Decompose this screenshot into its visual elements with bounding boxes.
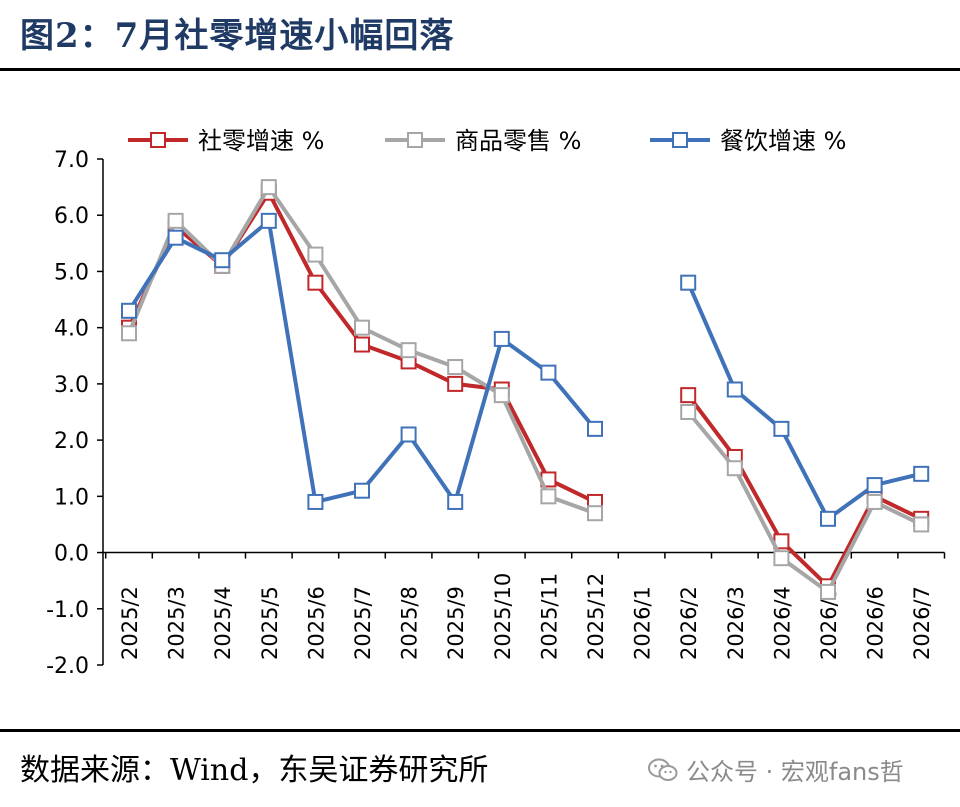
data-point bbox=[773, 550, 790, 567]
x-tick-label: 2026/4 bbox=[770, 586, 794, 660]
series-line bbox=[127, 218, 597, 504]
data-point bbox=[307, 493, 324, 510]
x-tick-label: 2025/11 bbox=[537, 573, 561, 660]
data-point bbox=[866, 493, 883, 510]
legend-label: 餐饮增速 % bbox=[720, 127, 846, 155]
data-point bbox=[400, 426, 417, 443]
wechat-icon bbox=[648, 758, 678, 781]
data-point bbox=[493, 330, 510, 347]
y-tick-label: -2.0 bbox=[46, 654, 89, 679]
data-point bbox=[354, 482, 370, 499]
data-point bbox=[913, 516, 930, 533]
x-tick-label: 2026/3 bbox=[724, 586, 748, 660]
data-point bbox=[866, 477, 883, 494]
y-tick-label: 4.0 bbox=[54, 317, 89, 342]
series-lines bbox=[121, 179, 930, 600]
data-point bbox=[587, 420, 603, 437]
y-tick-label: 1.0 bbox=[54, 485, 89, 510]
data-point bbox=[493, 387, 510, 404]
x-tick-label: 2025/8 bbox=[398, 586, 422, 660]
data-point bbox=[307, 246, 324, 263]
y-tick-label: 5.0 bbox=[54, 260, 89, 285]
y-tick-label: 3.0 bbox=[54, 373, 89, 398]
data-point bbox=[820, 583, 836, 600]
x-tick-label: 2026/2 bbox=[677, 586, 701, 660]
x-tick-label: 2025/2 bbox=[118, 586, 142, 660]
data-point bbox=[726, 381, 743, 398]
x-tick-label: 2025/9 bbox=[444, 586, 468, 660]
data-point bbox=[540, 488, 557, 505]
data-point bbox=[167, 212, 184, 229]
x-tick-label: 2026/7 bbox=[910, 586, 934, 660]
x-tick-label: 2025/3 bbox=[165, 586, 189, 660]
data-point bbox=[680, 274, 697, 291]
data-point bbox=[307, 274, 324, 291]
data-point bbox=[447, 493, 464, 510]
data-point bbox=[121, 325, 137, 342]
axes: 7.0 6.0 5.0 4.0 3.0 2.0 1.0 0.0 -1.0 -2.0 2025/2 20… bbox=[46, 148, 946, 679]
x-tick-label: 2025/7 bbox=[351, 586, 375, 660]
x-tick-label: 2025/5 bbox=[258, 586, 282, 660]
series-0 bbox=[121, 184, 930, 595]
x-tick-label: 2025/10 bbox=[491, 573, 515, 660]
top-rule bbox=[0, 68, 960, 71]
data-point bbox=[354, 319, 370, 336]
source-note: 数据来源：Wind，东吴证券研究所 bbox=[20, 753, 489, 788]
x-tick-label: 2026/1 bbox=[631, 586, 655, 660]
data-point bbox=[260, 179, 277, 196]
data-point bbox=[121, 302, 137, 319]
legend-label: 社零增速 % bbox=[198, 127, 324, 155]
data-point bbox=[167, 229, 184, 246]
chart-title: 图2：7月社零增速小幅回落 bbox=[20, 16, 455, 56]
x-tick-label: 2025/12 bbox=[584, 573, 608, 660]
y-tick-label: 6.0 bbox=[54, 204, 89, 229]
legend-swatch-marker bbox=[150, 132, 166, 148]
x-tick-label: 2026/6 bbox=[864, 586, 888, 660]
series-2 bbox=[121, 212, 930, 527]
data-point bbox=[820, 510, 836, 527]
legend-swatch-marker bbox=[407, 132, 423, 148]
data-point bbox=[400, 342, 417, 359]
data-point bbox=[447, 359, 464, 376]
data-point bbox=[913, 465, 930, 482]
data-point bbox=[680, 387, 697, 404]
y-tick-label: 7.0 bbox=[54, 148, 89, 173]
y-tick-label: -1.0 bbox=[46, 598, 89, 623]
data-point bbox=[726, 460, 743, 477]
legend-label: 商品零售 % bbox=[455, 127, 581, 155]
data-point bbox=[540, 364, 557, 381]
series-line bbox=[686, 281, 922, 521]
data-point bbox=[260, 212, 277, 229]
y-tick-label: 2.0 bbox=[54, 429, 89, 454]
x-tick-label: 2025/4 bbox=[211, 586, 235, 660]
data-point bbox=[354, 336, 370, 353]
watermark: 公众号 · 宏观fans哲 bbox=[648, 752, 904, 787]
legend-swatch-marker bbox=[672, 132, 688, 148]
data-point bbox=[587, 505, 603, 522]
data-point bbox=[447, 375, 464, 392]
x-tick-label: 2025/6 bbox=[304, 586, 328, 660]
bottom-rule bbox=[0, 729, 960, 732]
data-point bbox=[214, 252, 231, 269]
line-chart: 7.0 6.0 5.0 4.0 3.0 2.0 1.0 0.0 -1.0 -2.0 2025/2 20… bbox=[46, 127, 946, 679]
legend: 社零增速 % 商品零售 % 餐饮增速 % bbox=[128, 127, 846, 155]
data-point bbox=[680, 404, 697, 420]
watermark-text: 公众号 · 宏观fans哲 bbox=[686, 758, 904, 786]
data-point bbox=[773, 420, 790, 437]
y-tick-label: 0.0 bbox=[54, 542, 89, 567]
